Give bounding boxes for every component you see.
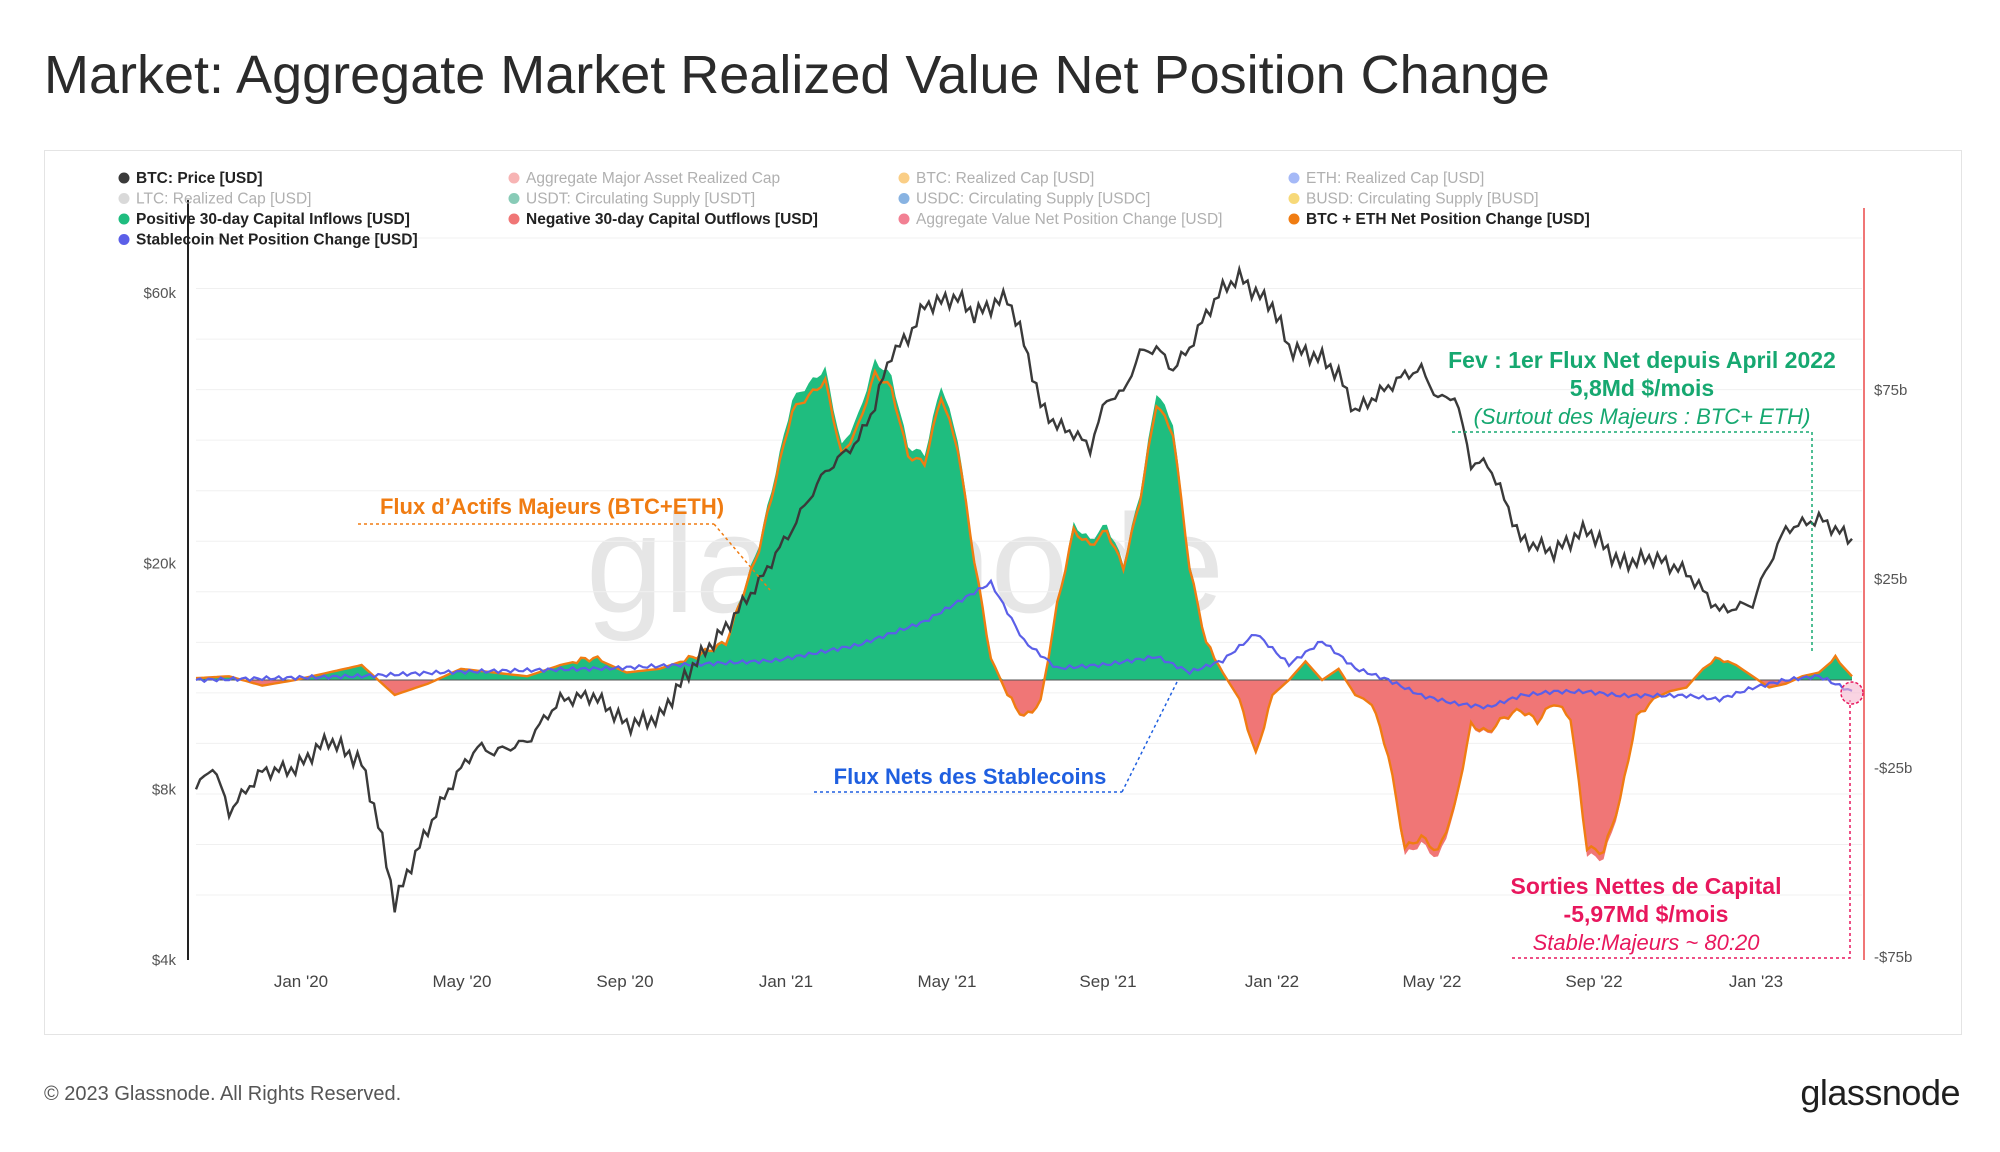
legend-marker [118,172,130,184]
annotation-majors: Flux d’Actifs Majeurs (BTC+ETH) [380,494,724,519]
x-axis-tick-label: Sep '22 [1565,972,1622,991]
legend-label: BTC: Realized Cap [USD] [916,170,1094,187]
legend-marker [1288,172,1300,184]
right-axis-tick-label: -$75b [1874,949,1912,966]
x-axis-tick-label: Jan '20 [274,972,328,991]
btc-price-line [194,264,1853,913]
left-axis-tick-label: $8k [152,781,177,798]
stablecoin-net-position-line [195,578,1853,710]
flow-areas [196,358,1852,862]
right-axis-tick-label: $75b [1874,382,1907,399]
outflows-area [196,680,1852,862]
annotation-stable-pointer [1121,679,1179,793]
legend-marker [118,213,130,225]
legend-label: BUSD: Circulating Supply [BUSD] [1306,191,1539,208]
legend-label: BTC + ETH Net Position Change [USD] [1306,211,1590,228]
annotation-fev-line1: Fev : 1er Flux Net depuis April 2022 [1448,347,1836,373]
legend-label: Aggregate Major Asset Realized Cap [526,170,780,187]
legend-label: ETH: Realized Cap [USD] [1306,170,1484,187]
left-axis-tick-label: $4k [152,952,177,969]
annotation-out-line2: -5,97Md $/mois [1564,901,1729,927]
legend-marker [508,172,520,184]
legend-label: LTC: Realized Cap [USD] [136,191,311,208]
legend-marker [508,213,520,225]
legend-label: Aggregate Value Net Position Change [USD… [916,211,1222,228]
series-lines [194,264,1853,913]
right-axis-tick-label: $25b [1874,571,1907,588]
annotation-out-line3: Stable:Majeurs ~ 80:20 [1533,930,1761,955]
annotation-out-pointer [1512,700,1851,959]
annotations: Flux d’Actifs Majeurs (BTC+ETH) Flux Nets… [358,347,1864,959]
annotation-stable: Flux Nets des Stablecoins [834,764,1107,789]
legend-marker [508,193,520,204]
annotation-out-line1: Sorties Nettes de Capital [1511,873,1782,899]
legend-label: Positive 30-day Capital Inflows [USD] [136,211,410,228]
legend-marker [1288,193,1300,204]
x-axis-tick-label: Jan '22 [1245,972,1299,991]
legend-label: USDT: Circulating Supply [USDT] [526,191,755,208]
chart-frame [44,150,1962,1035]
x-axis-tick-label: May '21 [918,972,977,991]
axes: $4k $8k $20k $60k -$75b -$25b $25b $75b Jan '20 M… [143,200,1912,991]
page-title: Market: Aggregate Market Realized Value … [44,45,1550,105]
legend-label: BTC: Price [USD] [136,170,263,187]
x-axis-tick-label: Jan '23 [1729,972,1783,991]
legend-marker [898,213,910,225]
annotation-fev-line2: 5,8Md $/mois [1570,375,1714,401]
annotation-out-marker [1840,681,1864,705]
legend-marker [118,234,130,245]
legend-label: Stablecoin Net Position Change [USD] [136,232,418,249]
legend-label: Negative 30-day Capital Outflows [USD] [526,211,818,228]
right-axis-tick-label: -$25b [1874,760,1912,777]
legend-marker [898,193,910,204]
legend: BTC: Price [USD] Aggregate Major Asset Re… [118,170,1590,249]
left-axis-tick-label: $20k [143,556,176,573]
annotation-fev-pointer [1452,431,1813,652]
glassnode-logo[interactable]: glassnode [1800,1072,1960,1113]
annotation-majors-pointer [713,523,771,591]
copyright-text: © 2023 Glassnode. All Rights Reserved. [44,1083,402,1105]
x-axis-tick-label: May '22 [1403,972,1462,991]
legend-marker [1288,213,1300,225]
gridlines [196,237,1862,896]
legend-marker [118,193,130,204]
x-axis-tick-label: May '20 [433,972,492,991]
legend-marker [898,172,910,184]
x-axis-tick-label: Sep '20 [596,972,653,991]
legend-label: USDC: Circulating Supply [USDC] [916,191,1150,208]
left-axis-tick-label: $60k [143,285,176,302]
x-axis-tick-label: Sep '21 [1079,972,1136,991]
annotation-fev-line3: (Surtout des Majeurs : BTC+ ETH) [1474,404,1811,429]
x-axis-tick-label: Jan '21 [759,972,813,991]
